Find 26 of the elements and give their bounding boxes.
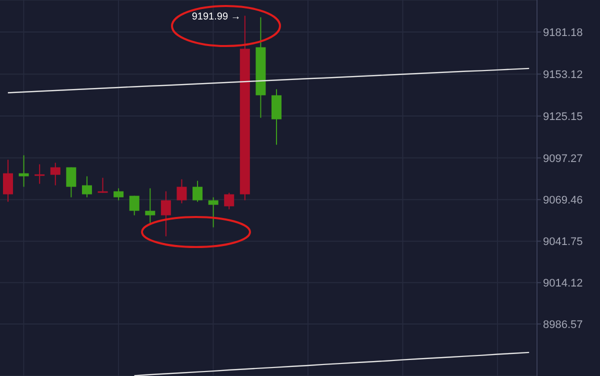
candlestick [208,196,218,228]
y-tick-label: 9041.75 [543,236,583,248]
candlestick [192,180,203,202]
y-tick-label: 8986.57 [543,318,583,331]
candlestick [176,178,187,204]
annotation: 9191.99 → [192,11,241,22]
candlestick [82,176,92,198]
y-tick-label: 9181.18 [543,26,583,39]
y-tick-label: 9097.27 [543,152,583,165]
candlestick [34,164,45,184]
candlestick [224,192,234,210]
candlestick [3,159,13,202]
y-tick-label: 9069.46 [543,194,583,207]
candlestick [160,190,171,237]
candlestick [66,166,76,198]
candlestick [50,162,60,186]
candlestick [18,154,29,188]
candlestick [145,188,156,224]
line-series [7,68,530,94]
y-tick-label: 9014.12 [543,278,583,290]
y-tick-label: 9125.15 [543,110,583,123]
candlestick [114,188,124,201]
line-series [134,352,530,376]
candlestick [129,195,140,216]
y-tick-label: 9153.12 [543,68,583,81]
candlestick [98,177,108,194]
